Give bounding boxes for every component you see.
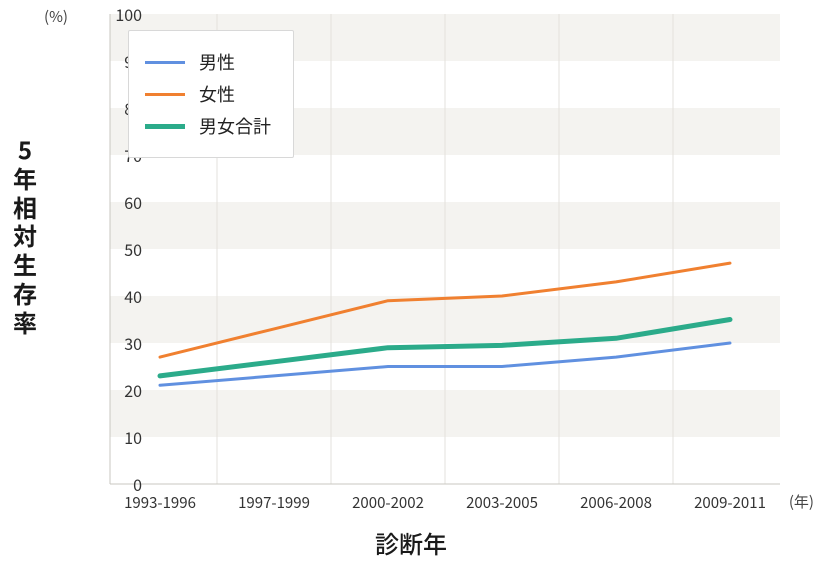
- y-tick-label: 30: [112, 331, 142, 355]
- survival-rate-chart: (%) 5年相対生存率 診断年 (年) 01020304050607080901…: [0, 0, 822, 562]
- y-tick-label: 10: [112, 425, 142, 449]
- x-tick-label: 1993-1996: [124, 492, 196, 513]
- legend-item: 男女合計: [145, 113, 271, 139]
- x-tick-label: 2006-2008: [580, 492, 652, 513]
- x-tick-label: 1997-1999: [238, 492, 310, 513]
- legend-label: 男性: [199, 49, 235, 75]
- legend-label: 男女合計: [199, 113, 271, 139]
- legend-swatch: [145, 124, 185, 129]
- legend-item: 女性: [145, 81, 271, 107]
- y-axis-title: 5年相対生存率: [10, 135, 40, 337]
- x-tick-label: 2009-2011: [694, 492, 766, 513]
- y-tick-label: 40: [112, 284, 142, 308]
- legend-swatch: [145, 93, 185, 96]
- x-axis-unit: (年): [789, 491, 814, 512]
- legend: 男性女性男女合計: [128, 30, 294, 158]
- y-tick-label: 20: [112, 378, 142, 402]
- legend-item: 男性: [145, 49, 271, 75]
- x-tick-label: 2003-2005: [466, 492, 538, 513]
- legend-swatch: [145, 61, 185, 64]
- y-tick-label: 60: [112, 190, 142, 214]
- legend-label: 女性: [199, 81, 235, 107]
- y-tick-label: 50: [112, 237, 142, 261]
- y-tick-label: 100: [112, 2, 142, 26]
- y-axis-unit: (%): [44, 6, 68, 27]
- x-axis-title: 診断年: [0, 525, 822, 560]
- x-tick-label: 2000-2002: [352, 492, 424, 513]
